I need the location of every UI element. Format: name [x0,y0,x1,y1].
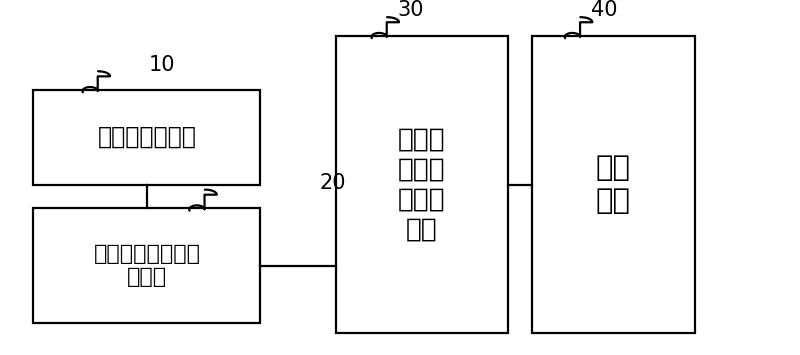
Text: 30: 30 [398,0,424,21]
Text: 仿真
模块: 仿真 模块 [596,154,630,215]
Bar [34,90,261,185]
Bar [34,208,261,323]
Text: 10: 10 [149,55,175,75]
Text: 原始过孔模型库构
建模块: 原始过孔模型库构 建模块 [94,244,200,287]
Text: 20: 20 [319,173,346,193]
Text: 40: 40 [591,0,618,21]
Bar [336,36,508,333]
Text: 过孔模
型装置
库构建
模块: 过孔模 型装置 库构建 模块 [398,126,446,242]
Bar [531,36,695,333]
Text: 过孔分类装模块: 过孔分类装模块 [98,125,196,149]
